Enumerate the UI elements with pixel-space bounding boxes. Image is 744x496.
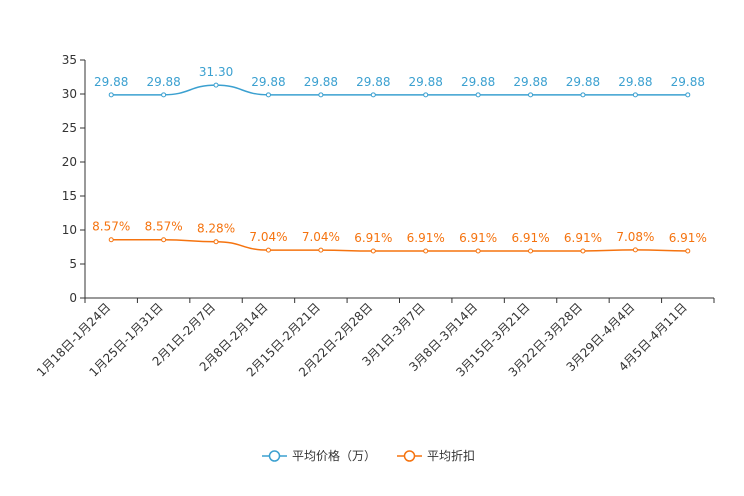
- data-point[interactable]: [580, 92, 586, 98]
- series-lines: 29.88 29.88 31.30 29.88 29.88 29.88 29.88 29.88…: [92, 65, 707, 254]
- legend-item-2[interactable]: 平均折扣: [397, 448, 475, 463]
- data-label: 29.88: [409, 75, 443, 89]
- data-point[interactable]: [528, 92, 534, 98]
- data-label: 29.88: [671, 75, 705, 89]
- data-label: 6.91%: [407, 231, 445, 245]
- data-label: 8.57%: [92, 220, 130, 234]
- data-point[interactable]: [370, 248, 376, 254]
- data-label: 29.88: [618, 75, 652, 89]
- data-label: 6.91%: [511, 231, 549, 245]
- data-label: 29.88: [304, 75, 338, 89]
- legend-label: 平均价格（万）: [292, 448, 376, 463]
- legend-item-1[interactable]: 平均价格（万）: [262, 448, 376, 463]
- data-point[interactable]: [685, 92, 691, 98]
- data-label: 31.30: [199, 65, 233, 79]
- data-point[interactable]: [528, 248, 534, 254]
- data-point[interactable]: [685, 248, 691, 254]
- data-label: 29.88: [94, 75, 128, 89]
- data-point[interactable]: [632, 247, 638, 253]
- data-label: 29.88: [566, 75, 600, 89]
- data-point[interactable]: [213, 239, 219, 245]
- data-point[interactable]: [370, 92, 376, 98]
- series-2: 8.57% 8.57% 8.28% 7.04% 7.04% 6.91% 6.91% 6.91%…: [92, 220, 707, 254]
- series-1: 29.88 29.88 31.30 29.88 29.88 29.88 29.88 29.88…: [94, 65, 705, 98]
- legend-marker: [268, 450, 281, 462]
- y-tick-label: 25: [62, 121, 77, 135]
- data-point[interactable]: [318, 92, 324, 98]
- data-point[interactable]: [475, 248, 481, 254]
- data-point[interactable]: [475, 92, 481, 98]
- data-label: 6.91%: [564, 231, 602, 245]
- data-label: 6.91%: [354, 231, 392, 245]
- data-point[interactable]: [161, 92, 167, 98]
- y-tick-label: 35: [62, 53, 77, 67]
- data-label: 29.88: [513, 75, 547, 89]
- data-point[interactable]: [423, 248, 429, 254]
- data-point[interactable]: [580, 248, 586, 254]
- y-axis: 0 5 10 15 20 25 30 35: [62, 53, 86, 305]
- data-point[interactable]: [318, 247, 324, 253]
- data-point[interactable]: [632, 92, 638, 98]
- data-point[interactable]: [108, 237, 114, 243]
- legend-label: 平均折扣: [427, 448, 475, 463]
- legend[interactable]: 平均价格（万） 平均折扣: [262, 448, 475, 463]
- data-label: 29.88: [356, 75, 390, 89]
- data-point[interactable]: [213, 82, 219, 88]
- series-line: [111, 84, 688, 96]
- data-label: 8.57%: [145, 220, 183, 234]
- y-tick-label: 30: [62, 87, 77, 101]
- data-label: 29.88: [251, 75, 285, 89]
- x-axis: 1月18日-1月24日1月25日-1月31日2月1日-2月7日2月8日-2月14…: [34, 297, 715, 380]
- data-label: 29.88: [461, 75, 495, 89]
- data-point[interactable]: [265, 247, 271, 253]
- data-label: 29.88: [146, 75, 180, 89]
- data-point[interactable]: [265, 92, 271, 98]
- data-label: 7.08%: [616, 230, 654, 244]
- y-tick-label: 5: [69, 257, 77, 271]
- series-line: [111, 238, 688, 252]
- y-tick-label: 15: [62, 189, 77, 203]
- data-point[interactable]: [423, 92, 429, 98]
- legend-marker: [403, 450, 416, 462]
- data-label: 7.04%: [302, 230, 340, 244]
- data-point[interactable]: [161, 237, 167, 243]
- data-label: 7.04%: [249, 230, 287, 244]
- data-label: 6.91%: [669, 231, 707, 245]
- y-tick-label: 0: [69, 291, 77, 305]
- y-tick-label: 20: [62, 155, 77, 169]
- data-label: 8.28%: [197, 222, 235, 236]
- y-tick-label: 10: [62, 223, 77, 237]
- data-label: 6.91%: [459, 231, 497, 245]
- data-point[interactable]: [108, 92, 114, 98]
